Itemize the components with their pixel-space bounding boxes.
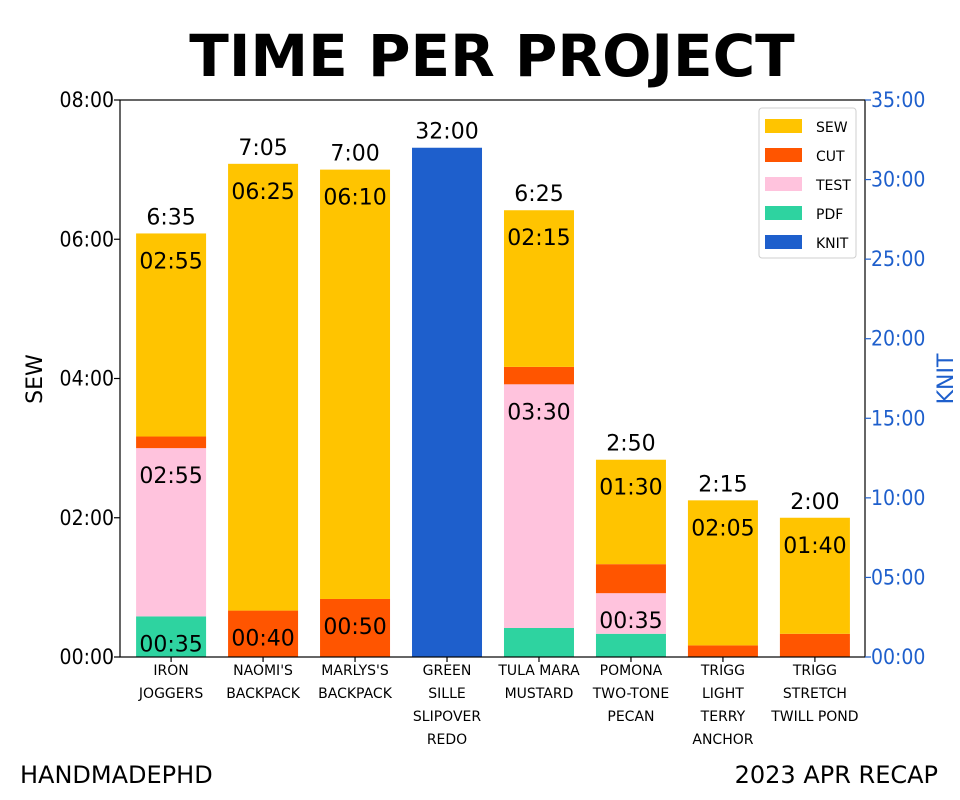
legend-swatch-test: [765, 177, 802, 191]
left-tick-label-4: 08:00: [60, 88, 114, 112]
segment-label-9: 00:35: [599, 609, 662, 634]
bar-cut-6: [687, 645, 758, 657]
bar-cut-5: [595, 564, 666, 594]
bar-pdf-4: [503, 627, 574, 657]
right-tick-label-1: 05:00: [871, 565, 925, 589]
x-tick-label-1: NAOMI'S BACKPACK: [226, 663, 301, 702]
bar-knit-3: [412, 147, 483, 657]
total-label-7: 2:00: [790, 490, 839, 515]
bar-sew-5: [595, 459, 666, 565]
total-label-2: 7:00: [330, 142, 379, 167]
bars-layer: [136, 147, 850, 657]
right-tick-label-5: 25:00: [871, 247, 925, 271]
bar-pdf-0: [136, 616, 207, 657]
bar-sew-1: [228, 163, 299, 611]
segment-label-1: 02:55: [139, 464, 202, 489]
legend-label-knit: KNIT: [816, 236, 849, 252]
bar-sew-6: [687, 500, 758, 646]
x-tick-label-7: TRIGG STRETCH TWILL POND: [770, 663, 858, 725]
x-tick-label-3: GREEN SILLE SLIPOVER REDO: [413, 663, 481, 748]
legend: SEW CUT TEST PDF KNIT: [758, 107, 857, 259]
legend-swatch-pdf: [765, 206, 802, 220]
bar-test-5: [595, 593, 666, 634]
bar-pdf-5: [595, 633, 666, 657]
right-tick-label-2: 10:00: [871, 486, 925, 510]
bar-sew-7: [779, 517, 850, 634]
x-tick-label-2: MARLYS'S BACKPACK: [318, 663, 393, 702]
segment-label-4: 06:25: [231, 180, 294, 205]
legend-swatch-knit: [765, 235, 802, 249]
left-axis-ticks: 00:00 02:00 04:00 06:00 08:00: [60, 88, 120, 669]
left-tick-label-0: 00:00: [60, 645, 114, 669]
total-label-4: 6:25: [514, 182, 563, 207]
bar-sew-0: [136, 233, 207, 437]
bar-sew-2: [320, 169, 391, 599]
segment-label-2: 02:55: [139, 249, 202, 274]
total-label-1: 7:05: [238, 136, 287, 161]
segment-label-0: 00:35: [139, 632, 202, 657]
left-tick-label-1: 02:00: [60, 506, 114, 530]
segment-labels-layer: 00:35 02:55 02:55 00:40 06:25 00:50 06:10 03:30…: [139, 180, 846, 658]
total-label-3: 32:00: [415, 120, 478, 145]
segment-label-7: 03:30: [507, 400, 570, 425]
bar-test-4: [503, 384, 574, 628]
total-labels-layer: 6:35 7:05 7:00 32:00 6:25 2:50 2:15 2:00: [146, 120, 839, 515]
segment-label-5: 00:50: [323, 615, 386, 640]
segment-label-6: 06:10: [323, 186, 386, 211]
segment-label-10: 01:30: [599, 476, 662, 501]
left-tick-label-2: 04:00: [60, 367, 114, 391]
segment-label-3: 00:40: [231, 627, 294, 652]
right-tick-label-7: 35:00: [871, 88, 925, 112]
legend-label-sew: SEW: [816, 120, 848, 136]
y-axis-label-right: KNIT: [934, 353, 959, 404]
legend-swatch-sew: [765, 119, 802, 133]
total-label-5: 2:50: [606, 432, 655, 457]
x-tick-label-4: TULA MARA MUSTARD: [497, 663, 580, 702]
legend-label-test: TEST: [815, 178, 851, 194]
bar-sew-4: [503, 210, 574, 367]
legend-label-cut: CUT: [816, 149, 845, 165]
total-label-6: 2:15: [698, 472, 747, 497]
right-tick-label-4: 20:00: [871, 327, 925, 351]
footer-right: 2023 APR RECAP: [735, 761, 938, 789]
x-tick-label-6: TRIGG LIGHT TERRY ANCHOR: [692, 663, 753, 748]
right-tick-label-6: 30:00: [871, 168, 925, 192]
legend-box: [758, 107, 857, 259]
segment-label-12: 01:40: [783, 534, 846, 559]
bar-cut-1: [228, 610, 299, 657]
bar-test-0: [136, 448, 207, 617]
right-tick-label-0: 00:00: [871, 645, 925, 669]
right-tick-label-3: 15:00: [871, 406, 925, 430]
y-axis-label-left: SEW: [23, 354, 48, 404]
segment-label-11: 02:05: [691, 516, 754, 541]
bar-cut-0: [136, 436, 207, 449]
legend-label-pdf: PDF: [816, 207, 843, 223]
footer-left: HANDMADEPHD: [20, 761, 213, 789]
right-axis-ticks: 00:00 05:00 10:00 15:00 20:00 25:00 30:00 35:00: [865, 88, 925, 669]
x-axis-ticks: IRON JOGGERS NAOMI'S BACKPACK MARLYS'S BACKPA…: [138, 657, 859, 748]
legend-swatch-cut: [765, 148, 802, 162]
left-tick-label-3: 06:00: [60, 227, 114, 251]
bar-cut-4: [503, 366, 574, 385]
total-label-0: 6:35: [146, 205, 195, 230]
x-tick-label-0: IRON JOGGERS: [138, 663, 203, 702]
chart-title: TIME PER PROJECT: [189, 22, 795, 90]
segment-label-8: 02:15: [507, 226, 570, 251]
bar-cut-2: [320, 598, 391, 657]
bar-cut-7: [779, 633, 850, 657]
x-tick-label-5: POMONA TWO-TONE PECAN: [592, 663, 669, 725]
